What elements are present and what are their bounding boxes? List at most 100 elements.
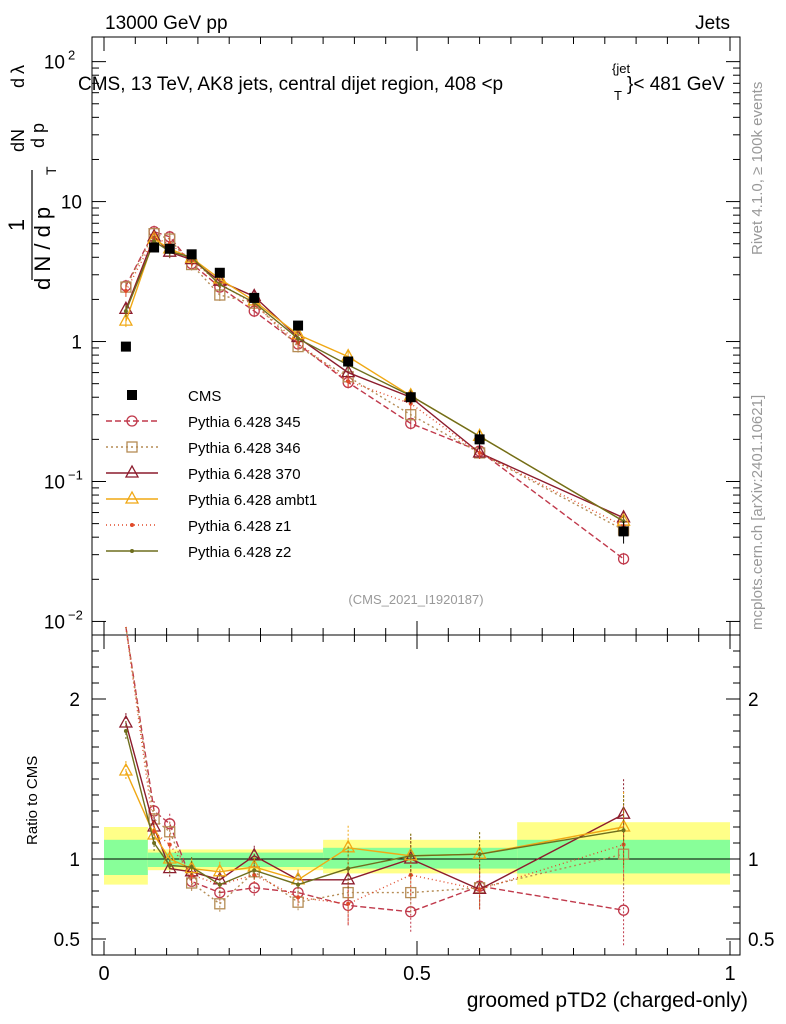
legend: CMS Pythia 6.428 345 Pythia 6.428 346 Pythi… (106, 388, 317, 561)
legend-label: Pythia 6.428 z1 (188, 518, 291, 535)
ratio-band-green (323, 847, 518, 869)
series-point (118, 312, 134, 326)
y-label-dpt: d p (28, 123, 48, 148)
legend-marker (130, 523, 134, 527)
ratio-point (152, 829, 157, 834)
ratio-point (189, 865, 194, 869)
x-axis-label: groomed pTD2 (charged-only) (467, 989, 748, 1012)
ratio-panel: 2 2 1 1 0.5 0.5 (54, 626, 774, 956)
ratio-point (621, 828, 626, 833)
ratio-point (164, 818, 176, 830)
ratio-point (167, 842, 172, 847)
y-label-d2: d (8, 142, 28, 152)
ratio-point (167, 863, 172, 868)
title-suffix: }< 481 GeV (627, 74, 725, 95)
ratio-point (123, 729, 128, 733)
legend-label: Pythia 6.428 345 (188, 414, 301, 431)
plot-title: CMS, 13 TeV, AK8 jets, central dijet reg… (78, 61, 725, 103)
ratio-point (217, 882, 222, 887)
data-point (164, 243, 175, 254)
y-tick-label: 10 (44, 612, 65, 633)
series-point (217, 282, 222, 287)
data-point (293, 320, 304, 331)
ratio-point (252, 868, 257, 873)
ratio-point (164, 826, 176, 838)
series-point (477, 450, 482, 455)
y-tick-label-exp: 2 (68, 48, 75, 63)
ratio-point (477, 852, 482, 857)
legend-label: Pythia 6.428 346 (188, 440, 301, 457)
series-point (617, 553, 630, 565)
data-point (214, 267, 225, 278)
y-label-dl: d (8, 78, 28, 88)
ratio-point (162, 850, 177, 864)
ratio-point (477, 887, 482, 892)
series-line (125, 232, 624, 531)
y-label-lambda: λ (8, 65, 28, 74)
x-tick-label: 1 (724, 963, 735, 985)
ratio-tick-label: 1 (69, 850, 80, 871)
ratio-frame (91, 634, 741, 956)
series-point (296, 336, 301, 341)
ratio-series-line (125, 626, 624, 905)
y-label-num: 1 (4, 219, 29, 231)
ratio-tick-label-right: 2 (748, 690, 759, 711)
side-rivet: Rivet 4.1.0, ≥ 100k events (749, 82, 766, 255)
data-point (405, 392, 416, 403)
y-tick-label: 10 (61, 193, 82, 214)
legend-marker (126, 415, 138, 427)
ratio-point (617, 904, 630, 916)
legend-marker (126, 441, 138, 453)
title-prefix: CMS, 13 TeV, AK8 jets, central dijet reg… (78, 74, 503, 95)
y-tick-label-exp: −2 (68, 607, 83, 622)
ratio-point (346, 901, 351, 906)
ratio-tick-label-right: 0.5 (748, 930, 774, 951)
legend-label: Pythia 6.428 z2 (188, 544, 291, 561)
ratio-point (214, 898, 226, 910)
data-point (120, 341, 131, 352)
data-point (618, 526, 629, 537)
ratio-point (152, 841, 157, 845)
ratio-band-green (104, 839, 148, 875)
header-right: Jets (695, 13, 730, 34)
ratio-point (296, 882, 301, 887)
ratio-tick-label: 2 (69, 690, 80, 711)
header-left: 13000 GeV pp (105, 13, 228, 34)
legend-marker (130, 549, 134, 553)
legend-marker (124, 464, 140, 478)
data-point (186, 249, 197, 260)
data-point (149, 242, 160, 253)
legend-label: Pythia 6.428 ambt1 (188, 492, 317, 509)
data-point (249, 292, 260, 303)
y-tick-label: 10 (44, 53, 65, 74)
ratio-y-label: Ratio to CMS (24, 756, 41, 845)
legend-label: Pythia 6.428 370 (188, 466, 301, 483)
x-tick-label: 0 (98, 963, 109, 985)
ratio-point (405, 886, 417, 899)
x-tick-label: 0.5 (403, 963, 431, 985)
series-point (346, 379, 351, 384)
data-point (474, 434, 485, 445)
legend-marker-data (127, 390, 137, 400)
ratio-point (118, 762, 134, 776)
y-tick-label-exp: −1 (68, 467, 83, 482)
analysis-id: (CMS_2021_I1920187) (348, 592, 483, 607)
y-tick-label: 1 (71, 333, 82, 354)
ratio-point (346, 866, 351, 871)
title-sub: T (614, 88, 622, 103)
ratio-point (408, 853, 413, 858)
side-mcplots: mcplots.cern.ch [arXiv:2401.10621] (749, 395, 766, 630)
ratio-point (148, 813, 160, 825)
title-sup: {jet (612, 61, 630, 76)
ratio-tick-label-right: 1 (748, 850, 759, 871)
y-tick-label: 10 (44, 472, 65, 493)
data-point (343, 356, 354, 367)
y-label-n: N (8, 129, 28, 142)
series-point (123, 309, 128, 314)
legend-label-data: CMS (188, 388, 221, 405)
series-point (405, 409, 417, 421)
y-label-den: d N / d p (30, 207, 55, 290)
series-point (123, 288, 128, 293)
